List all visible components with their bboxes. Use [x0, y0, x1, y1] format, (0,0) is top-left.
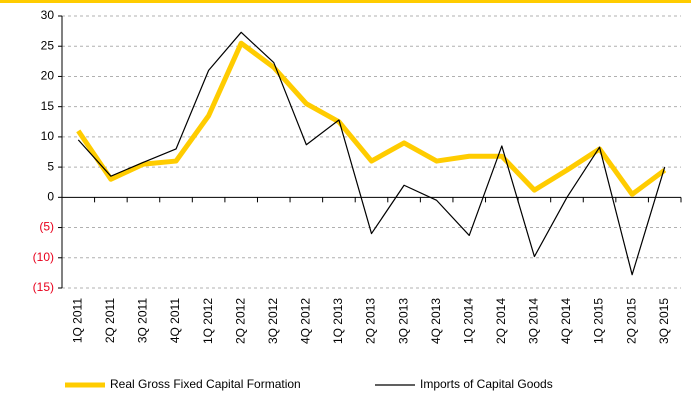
y-tick-label: 20	[41, 69, 55, 83]
y-tick-label: 10	[41, 129, 55, 143]
top-border	[0, 0, 691, 3]
x-tick-label: 4Q 2014	[559, 298, 573, 344]
y-tick-label: 30	[41, 8, 55, 22]
x-tick-label: 4Q 2011	[168, 298, 182, 343]
x-tick-label: 1Q 2015	[592, 298, 606, 344]
y-tick-label: 5	[47, 159, 54, 173]
legend-label: Real Gross Fixed Capital Formation	[110, 377, 301, 391]
y-tick-label: (10)	[33, 250, 54, 264]
x-tick-label: 3Q 2014	[527, 298, 541, 344]
y-tick-label: 15	[41, 99, 55, 113]
x-tick-label: 1Q 2013	[331, 298, 345, 344]
series-line	[77, 31, 666, 276]
y-tick-label: 0	[47, 190, 54, 204]
x-tick-label: 4Q 2013	[429, 298, 443, 344]
x-tick-label: 3Q 2015	[657, 298, 671, 344]
x-tick-label: 4Q 2012	[299, 298, 313, 344]
x-tick-label: 1Q 2011	[70, 298, 84, 343]
x-tick-label: 2Q 2011	[103, 298, 117, 343]
series-line	[76, 40, 667, 197]
y-tick-label: 25	[41, 38, 55, 52]
y-tick-label: (5)	[39, 220, 54, 234]
y-tick-label: (15)	[33, 280, 54, 294]
x-tick-label: 1Q 2014	[461, 298, 475, 344]
x-tick-label: 2Q 2013	[364, 298, 378, 344]
x-tick-label: 2Q 2015	[624, 298, 638, 344]
x-tick-label: 1Q 2012	[201, 298, 215, 344]
legend-label: Imports of Capital Goods	[420, 377, 553, 391]
x-tick-label: 3Q 2011	[136, 298, 150, 343]
x-tick-label: 2Q 2014	[494, 298, 508, 344]
x-tick-label: 3Q 2013	[396, 298, 410, 344]
x-tick-label: 2Q 2012	[233, 298, 247, 344]
x-tick-label: 3Q 2012	[266, 298, 280, 344]
